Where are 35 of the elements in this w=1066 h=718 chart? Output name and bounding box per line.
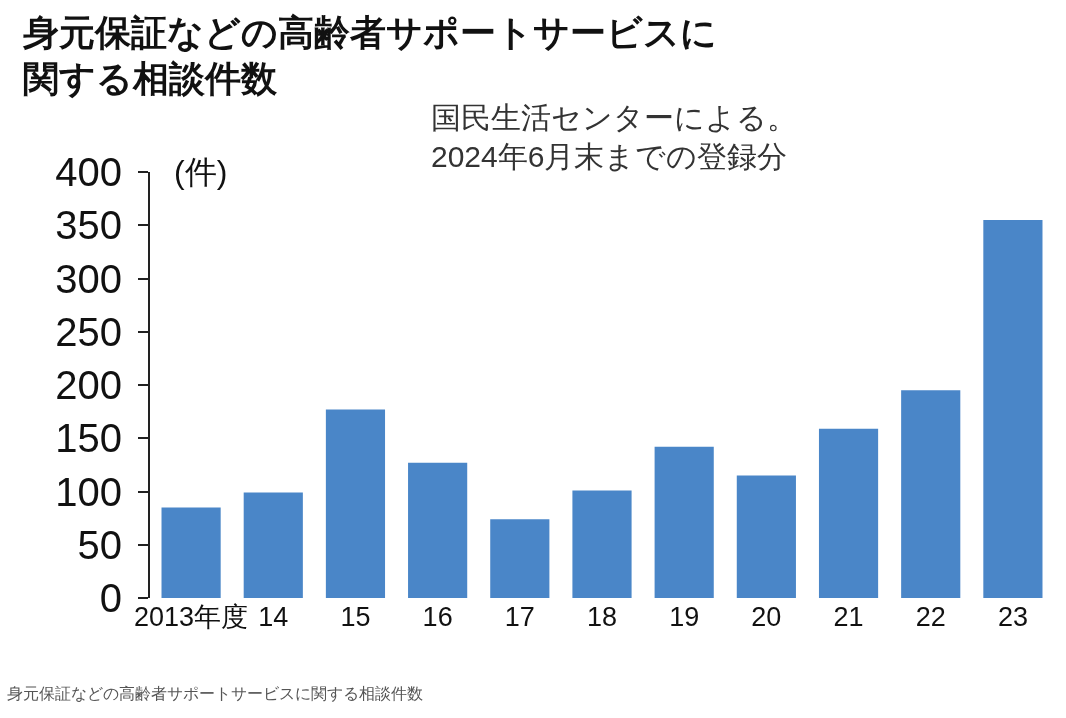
- x-tick-label: 18: [586, 602, 618, 632]
- y-tick-label: 50: [77, 522, 122, 567]
- x-tick-label: 16: [422, 602, 453, 632]
- y-tick-label: 400: [55, 150, 122, 194]
- chart-subtitle: 国民生活センターによる。 2024年6月末までの登録分: [431, 101, 797, 173]
- bar: [243, 492, 303, 598]
- y-tick-label: 350: [55, 203, 122, 248]
- y-axis-title: (件): [174, 154, 228, 190]
- x-tick-label: 15: [340, 602, 371, 632]
- x-tick-label: 20: [751, 602, 782, 632]
- y-tick-label: 300: [55, 256, 122, 301]
- y-tick-label: 100: [55, 469, 122, 514]
- bar: [490, 519, 550, 598]
- bar: [654, 446, 714, 598]
- y-tick-label: 150: [55, 416, 122, 461]
- bar: [325, 409, 386, 598]
- y-tick-label: 250: [55, 309, 122, 354]
- x-tick-label: 14: [258, 602, 289, 632]
- bar: [983, 219, 1043, 598]
- chart-title: 身元保証などの高齢者サポートサービスに関する相談件数: [22, 11, 718, 100]
- bar: [736, 475, 796, 598]
- y-tick-label: 0: [99, 576, 122, 620]
- x-tick-label: 21: [833, 602, 864, 632]
- text: 身元保証などの高齢者サポートサービスに関する相談件数: [7, 685, 423, 702]
- bar: [818, 428, 879, 598]
- bar: [408, 462, 468, 598]
- bar: [161, 507, 221, 598]
- x-tick-label: 2013年度: [134, 602, 249, 632]
- bar: [572, 490, 632, 598]
- bar: [901, 390, 961, 598]
- y-tick-label: 200: [55, 363, 122, 407]
- x-tick-label: 22: [915, 602, 946, 632]
- x-tick-label: 19: [669, 602, 700, 632]
- x-tick-label: 23: [997, 602, 1028, 632]
- x-tick-label: 17: [504, 602, 535, 632]
